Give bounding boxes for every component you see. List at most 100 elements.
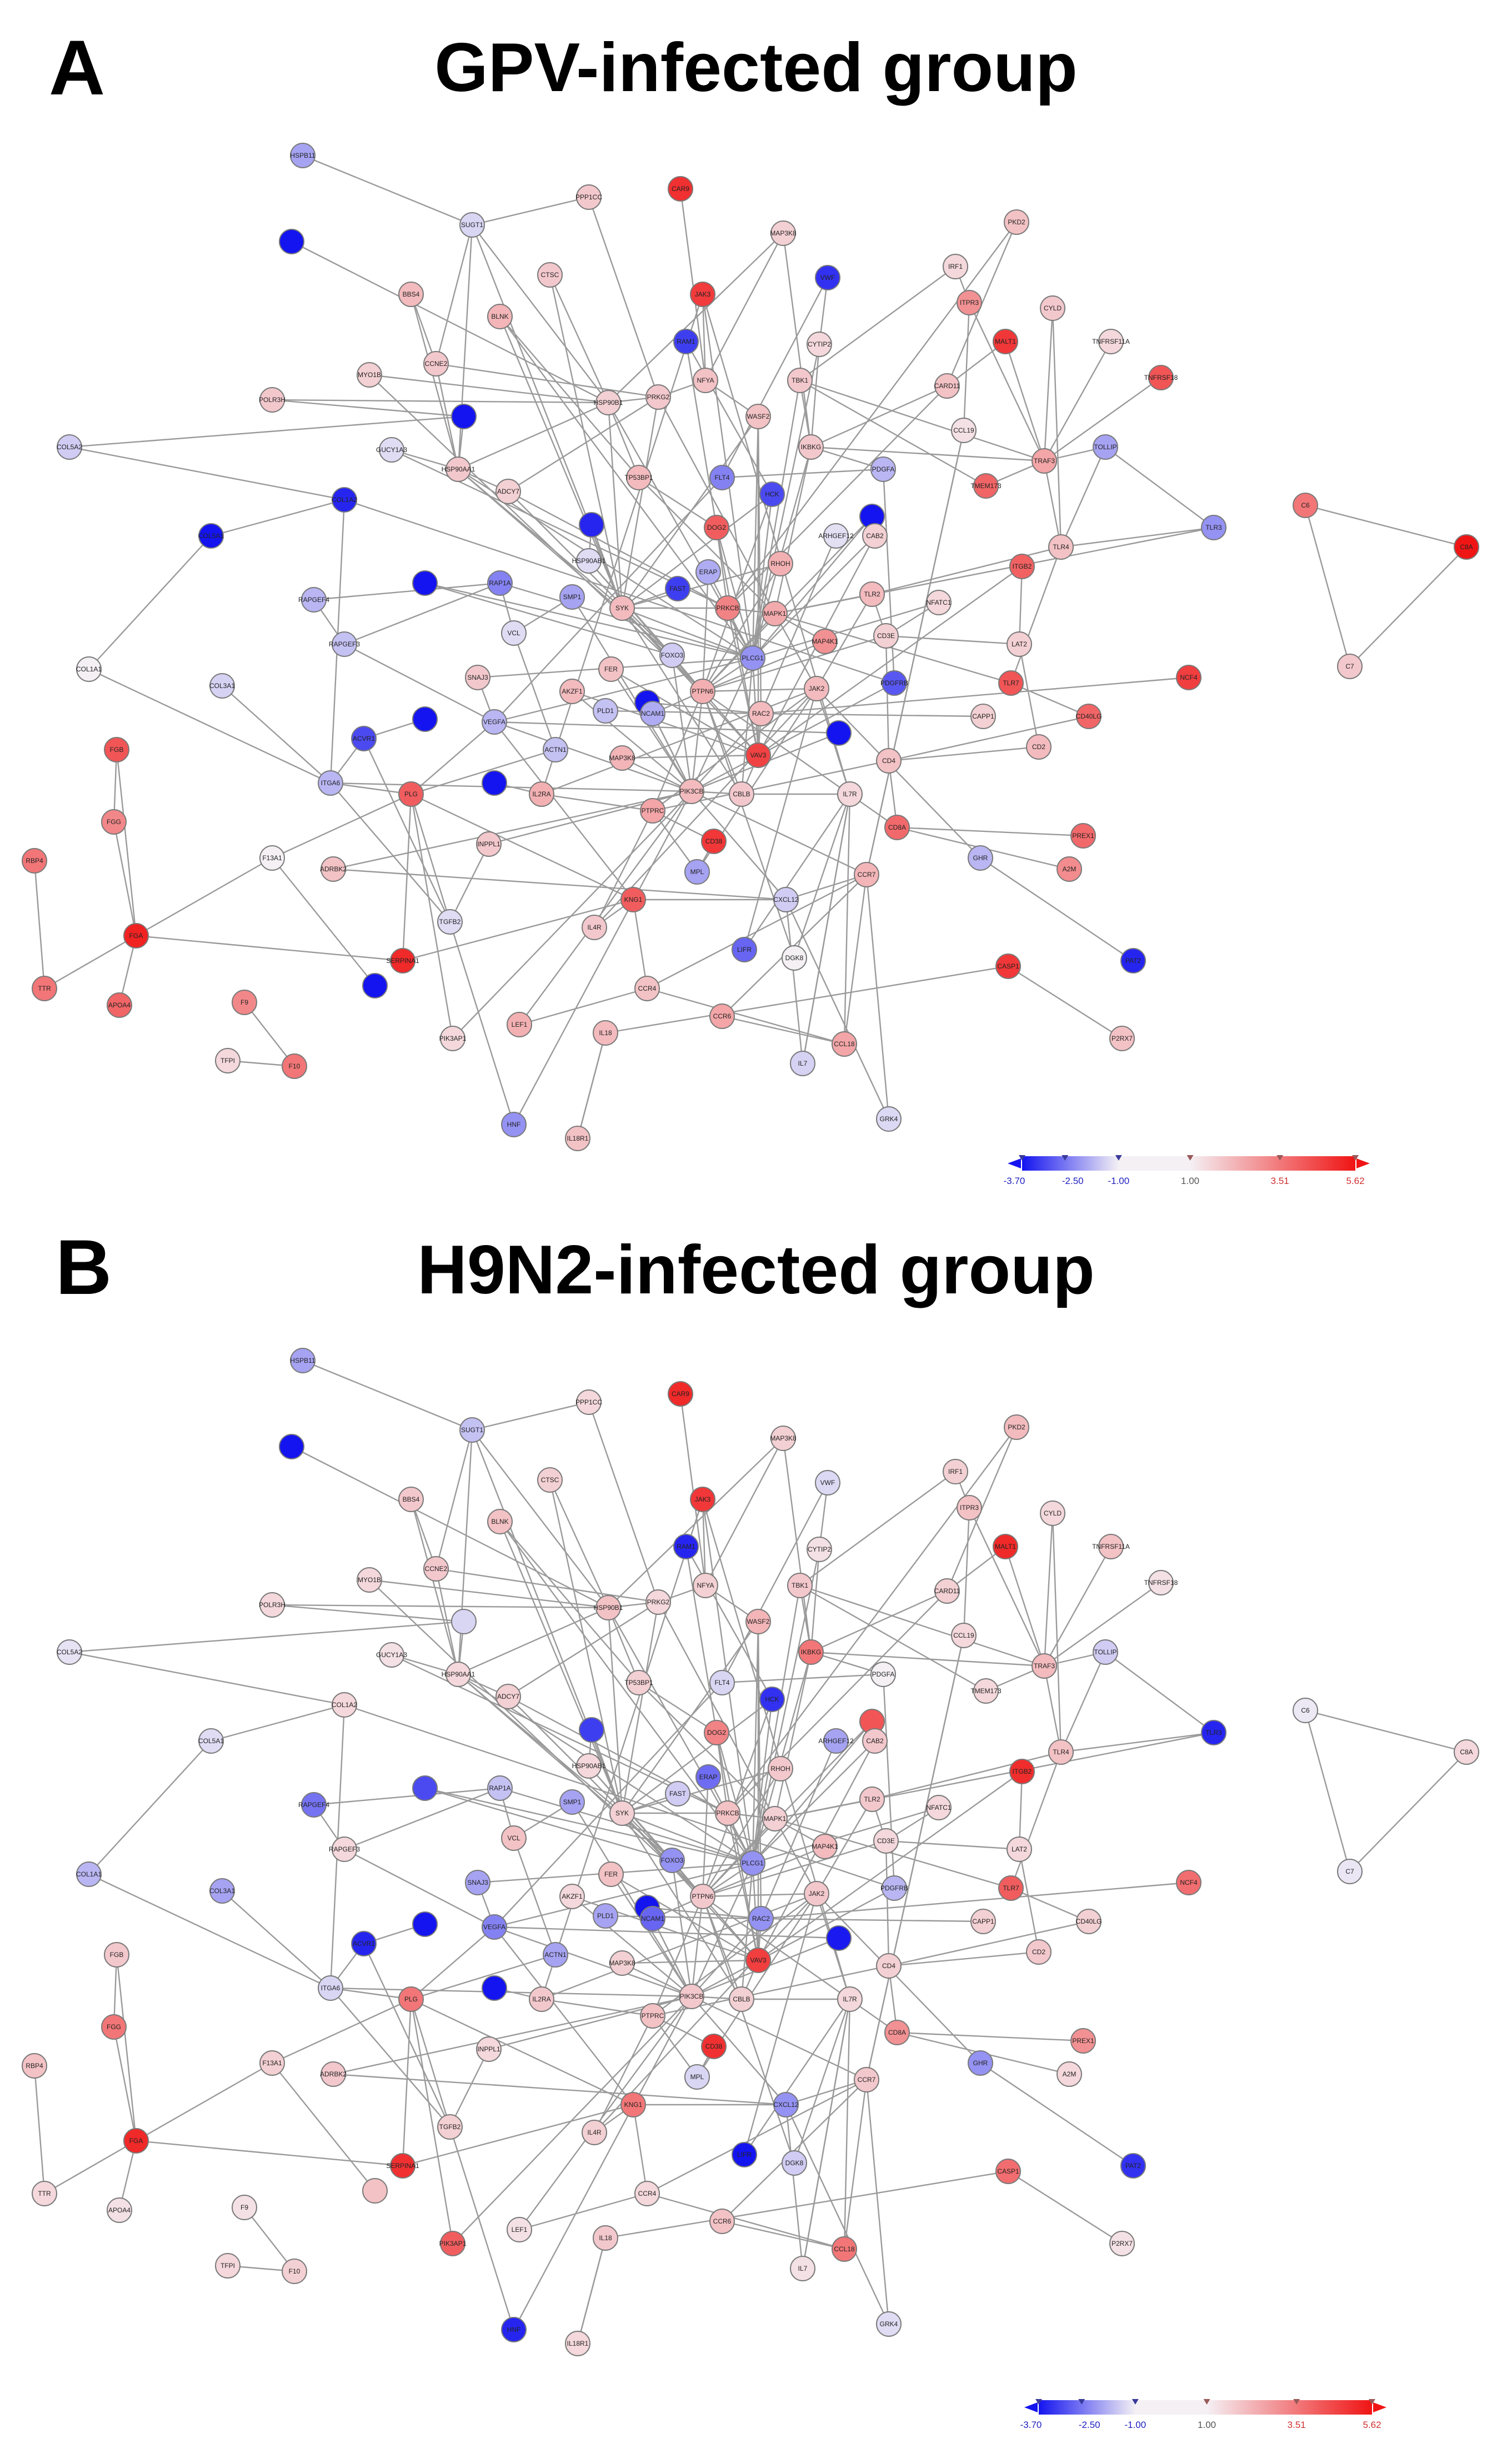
node-ttr: TTR [32, 976, 57, 1001]
node-label: RAC2 [752, 1915, 770, 1923]
node-circle [620, 887, 646, 912]
edge [843, 874, 868, 1045]
node-lat2: LAT2 [1007, 1836, 1032, 1862]
node-cblb: CBLB [729, 781, 754, 807]
node-label: ITGA6 [321, 779, 341, 787]
node-circle [1109, 1026, 1135, 1051]
node-ptpn6: PTPN6 [690, 1884, 715, 1909]
node-circle [790, 1051, 815, 1076]
node-label: CAPP1 [972, 1918, 994, 1925]
node-label: ADCY7 [497, 1693, 519, 1700]
node-col1a2: COL1A2 [332, 487, 357, 513]
node-label: PLCG1 [742, 654, 764, 662]
node-rapgef3: RAPGEF3 [329, 631, 360, 657]
edge [499, 316, 623, 609]
edge [1060, 526, 1214, 548]
node-ctsc: CTSC [537, 262, 563, 288]
node-prex1: PREX1 [1070, 2028, 1096, 2054]
node-n_a10 [362, 973, 388, 998]
node-capp1: CAPP1 [970, 704, 996, 729]
edge [513, 1996, 693, 2330]
node-circle [1004, 209, 1029, 235]
node-label: TNFRSF18 [1144, 1579, 1178, 1587]
edge [872, 546, 1062, 595]
node-circle [209, 673, 235, 699]
node-map4k1: MAP4K1 [812, 629, 838, 654]
edge [571, 1801, 693, 1997]
edge [774, 1818, 818, 1894]
node-label: RBP4 [26, 2062, 43, 2070]
node-cd2: CD2 [1026, 1939, 1052, 1965]
node-circle [301, 1792, 327, 1818]
edge [702, 1777, 709, 1897]
node-circle [745, 1948, 771, 1973]
edge [679, 1393, 707, 1586]
node-circle [465, 665, 490, 690]
node-circle [762, 1806, 788, 1831]
node-circle [684, 2064, 710, 2090]
node-label: SERPINA1 [386, 2162, 419, 2170]
node-label: CTSC [541, 271, 559, 279]
edge [752, 494, 773, 659]
node-gucy1a3: GUCY1A3 [376, 437, 407, 463]
edge [449, 921, 515, 1125]
node-pdgfrb: PDGFRB [880, 670, 908, 696]
node-label: AKZF1 [562, 1893, 583, 1900]
node-gucy1a3: GUCY1A3 [376, 1642, 407, 1668]
node-n_a2 [451, 404, 477, 429]
edge [632, 899, 648, 989]
node-label: A2M [1063, 865, 1077, 873]
node-label: BLNK [491, 1518, 508, 1525]
edge [272, 1998, 412, 2064]
node-nfatc1: NFATC1 [926, 1795, 952, 1820]
node-itga6: ITGA6 [318, 1975, 343, 2001]
node-label: CARD11 [934, 1587, 960, 1595]
node-circle [745, 742, 771, 768]
edge [211, 1704, 345, 1742]
node-n_a2 [451, 1609, 477, 1634]
node-circle [804, 676, 829, 701]
node-dog2: DOG2 [704, 1720, 729, 1745]
node-circle [507, 2217, 532, 2242]
edge [1010, 546, 1062, 684]
node-label: TGFB2 [439, 2123, 461, 2131]
edge [872, 1751, 1062, 1800]
node-circle [318, 770, 343, 796]
node-label: COL1A1 [76, 1870, 102, 1878]
node-circle [832, 2236, 857, 2262]
edge [1043, 1546, 1112, 1667]
node-circle [565, 1126, 590, 1151]
node-circle [659, 643, 685, 668]
node-ccne2: CCNE2 [423, 351, 449, 377]
node-circle [859, 581, 885, 607]
edge [963, 302, 970, 431]
node-n_a3 [579, 512, 604, 538]
edge [222, 1890, 331, 1989]
node-label: CD4 [882, 1962, 895, 1970]
node-cyld: CYLD [1040, 1501, 1065, 1526]
node-ccl19: CCL19 [951, 1623, 977, 1648]
node-label: ADRBK2 [320, 865, 347, 873]
edge [458, 1674, 623, 1814]
node-circle [1026, 734, 1052, 760]
node-label: MYO1B [358, 371, 381, 379]
node-circle [787, 368, 813, 393]
edge [810, 344, 820, 448]
node-label: HSP90AA1 [442, 465, 475, 473]
node-label: CD2 [1032, 743, 1045, 751]
edge [622, 563, 781, 609]
node-label: IL2RA [532, 790, 550, 798]
node-label: MAP3K8 [770, 1434, 797, 1442]
node-circle [732, 937, 757, 962]
node-col3a1: COL3A1 [209, 673, 235, 699]
node-c7: C7 [1337, 654, 1363, 679]
node-circle [876, 2311, 902, 2337]
node-jak2: JAK2 [804, 676, 829, 701]
edge [752, 1806, 939, 1864]
edge [702, 687, 817, 692]
node-label: IL2RA [532, 1995, 550, 2003]
edge [116, 749, 137, 936]
node-p2rx7: P2RX7 [1109, 2231, 1135, 2256]
node-label: CCR4 [638, 2190, 657, 2197]
edge [1304, 1710, 1351, 1872]
